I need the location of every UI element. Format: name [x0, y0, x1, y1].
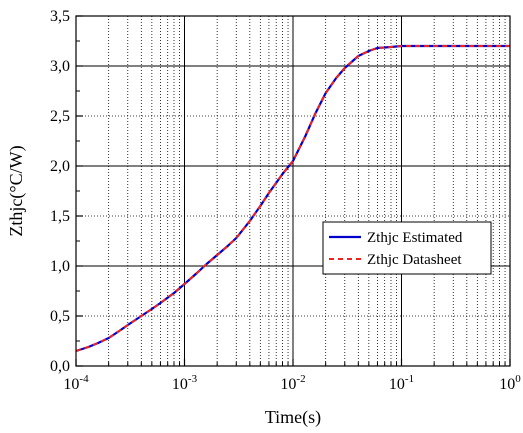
legend-label-datasheet: Zthjc Datasheet [367, 252, 462, 268]
x-axis-label: Time(s) [265, 407, 321, 428]
y-tick-label: 3,0 [50, 58, 70, 75]
y-tick-label: 1,5 [50, 208, 70, 225]
legend-box [322, 221, 492, 275]
y-tick-label: 0,5 [50, 308, 70, 325]
legend-label-estimated: Zthjc Estimated [367, 230, 463, 246]
x-tick-label: 10-4 [63, 373, 89, 393]
series-lines [75, 44, 510, 353]
y-tick-label: 0,0 [50, 358, 70, 375]
x-tick-label: 10-2 [280, 373, 305, 393]
x-tick-label: 100 [499, 373, 521, 393]
y-tick-label: 1,0 [50, 258, 70, 275]
axis-ticks [75, 15, 511, 367]
x-tick-label: 10-1 [389, 373, 414, 393]
x-tick-labels: 10-4 10-3 10-2 10-1 100 [63, 373, 521, 393]
y-tick-label: 3,5 [50, 8, 70, 25]
y-tick-labels: 0,0 0,5 1,0 1,5 2,0 2,5 3,0 3,5 [50, 8, 70, 375]
y-axis-label: Zthjc(°C/W) [6, 145, 27, 236]
y-tick-label: 2,0 [50, 158, 70, 175]
y-tick-label: 2,5 [50, 108, 70, 125]
x-tick-label: 10-3 [172, 373, 198, 393]
series-line-datasheet [75, 45, 510, 352]
legend: Zthjc Estimated Zthjc Datasheet [322, 221, 492, 275]
